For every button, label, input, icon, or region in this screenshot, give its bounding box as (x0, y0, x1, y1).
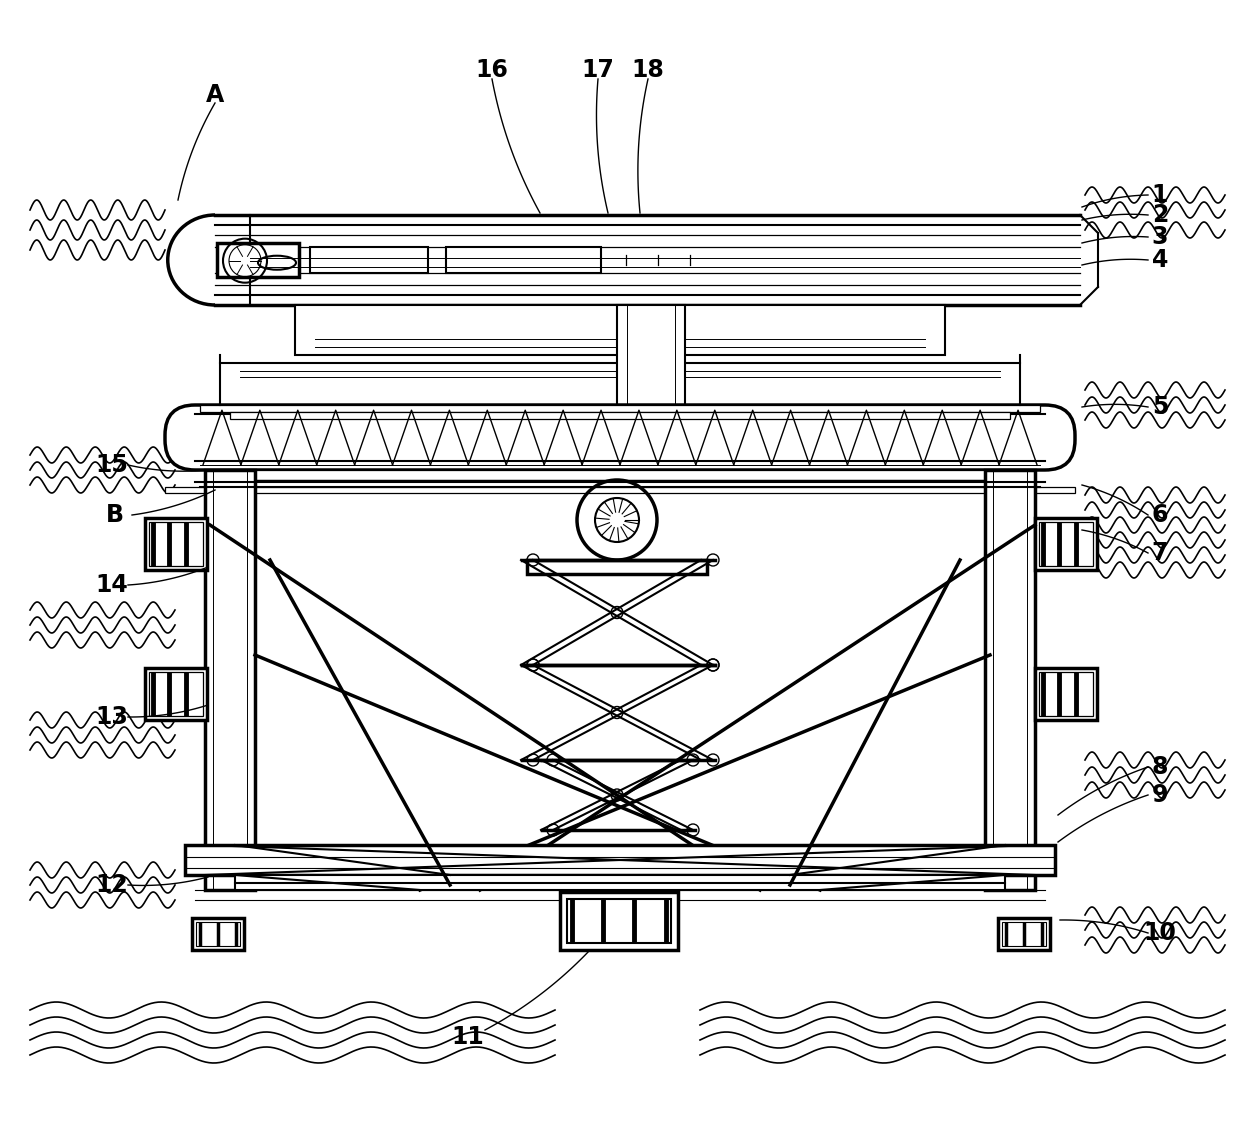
Bar (200, 405, 1040, 412)
Bar (1039, 672, 1092, 716)
Bar (192, 918, 244, 949)
Bar (205, 470, 255, 890)
Text: 2: 2 (1152, 202, 1168, 227)
Text: 18: 18 (631, 58, 665, 82)
Bar (527, 560, 707, 574)
Bar (588, 470, 678, 485)
Text: 15: 15 (95, 453, 129, 477)
Text: 1: 1 (1152, 183, 1168, 207)
Text: B: B (105, 503, 124, 526)
Text: 16: 16 (476, 58, 508, 82)
Bar (217, 243, 299, 277)
Text: 10: 10 (1143, 921, 1177, 945)
Text: 13: 13 (95, 705, 129, 729)
Bar (149, 672, 203, 716)
Text: 11: 11 (451, 1025, 485, 1048)
Bar (149, 522, 203, 566)
Bar (1039, 522, 1092, 566)
Bar (196, 922, 241, 946)
Bar (1035, 668, 1097, 720)
Bar (185, 845, 1055, 875)
Text: 6: 6 (1152, 503, 1168, 526)
Text: 7: 7 (1152, 541, 1168, 565)
Bar (310, 248, 428, 273)
Bar (1002, 922, 1047, 946)
Bar (236, 875, 1004, 890)
Bar (985, 470, 1035, 890)
Bar (567, 899, 671, 943)
Text: 5: 5 (1152, 395, 1168, 418)
Text: 12: 12 (95, 873, 129, 897)
Bar (998, 918, 1050, 949)
Bar (295, 305, 945, 356)
Text: 17: 17 (582, 58, 615, 82)
Text: 4: 4 (1152, 248, 1168, 272)
Text: 9: 9 (1152, 783, 1168, 807)
Bar (229, 412, 1011, 418)
Bar (229, 480, 1011, 487)
Text: 3: 3 (1152, 225, 1168, 249)
Bar (145, 518, 207, 570)
Bar (618, 305, 684, 405)
Bar (145, 668, 207, 720)
Bar (1035, 518, 1097, 570)
Text: 14: 14 (95, 573, 129, 597)
Text: 8: 8 (1152, 755, 1168, 778)
FancyBboxPatch shape (165, 405, 1075, 470)
Bar (165, 487, 1075, 493)
Text: A: A (206, 83, 224, 107)
Bar (446, 248, 601, 273)
Bar (560, 892, 678, 949)
Bar (205, 470, 1035, 480)
